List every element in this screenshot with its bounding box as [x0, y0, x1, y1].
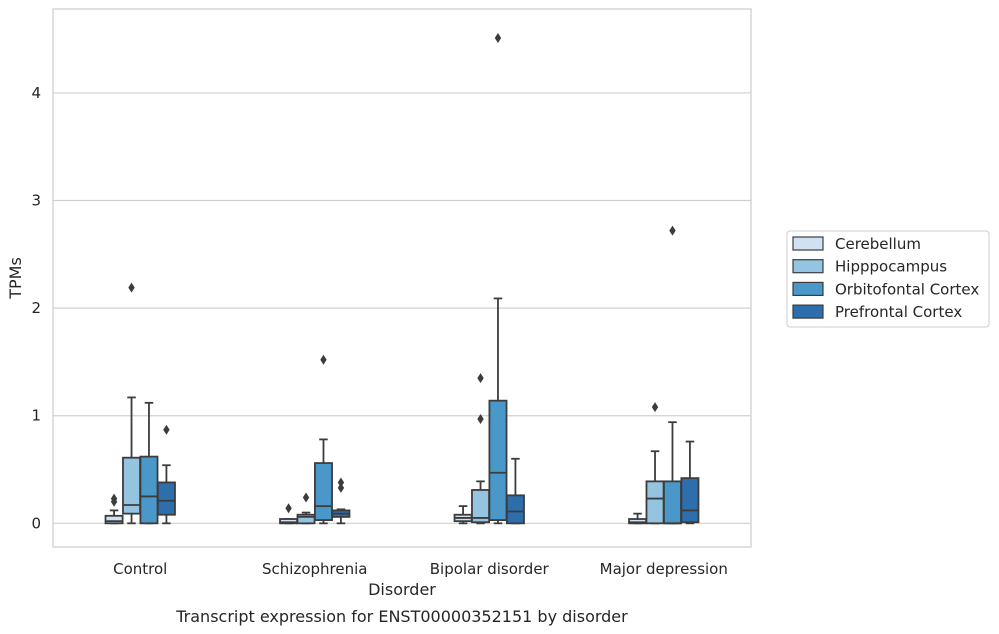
legend-label: Prefrontal Cortex	[835, 303, 962, 321]
legend-swatch	[792, 259, 824, 274]
box-1-1	[296, 492, 316, 525]
outlier-point	[494, 33, 502, 44]
outlier-point	[302, 492, 310, 503]
legend-frame	[786, 230, 990, 328]
box-3-1	[645, 402, 665, 525]
legend-swatch	[792, 281, 824, 296]
legend-swatch	[792, 304, 824, 319]
x-tick-label: Control	[113, 560, 167, 578]
legend-label: Hipppocampus	[835, 258, 947, 276]
box-1-2	[314, 354, 333, 525]
box-3-3	[680, 440, 700, 525]
legend-swatch	[792, 236, 824, 251]
box-3-0	[628, 512, 648, 525]
outlier-point	[477, 413, 484, 424]
outlier-point	[128, 282, 135, 293]
y-tick-label: 3	[31, 192, 41, 210]
box-2-2	[488, 33, 508, 525]
box-body	[505, 494, 525, 525]
box-groups	[104, 33, 700, 525]
box-body	[139, 455, 159, 525]
legend-label: Cerebellum	[835, 235, 921, 253]
box-0-2	[139, 401, 159, 525]
y-tick-label: 0	[31, 514, 41, 532]
box-body	[156, 481, 176, 516]
legend: Cerebellum Hipppocampus Orbitofontal Corte…	[786, 230, 990, 328]
x-tick-label: Bipolar disorder	[430, 560, 550, 578]
box-body	[645, 480, 665, 525]
y-tick-label: 4	[31, 84, 41, 102]
chart-title: Transcript expression for ENST0000035215…	[175, 607, 628, 626]
box-body	[663, 480, 682, 525]
box-2-1	[471, 373, 490, 525]
outlier-point	[110, 493, 118, 504]
x-axis-label: Disorder	[368, 580, 436, 599]
outlier-point	[163, 424, 170, 435]
box-body	[314, 462, 333, 521]
y-tick-labels: 0 1 2 3 4	[31, 84, 41, 532]
box-body	[488, 399, 508, 521]
box-0-0	[104, 493, 124, 525]
outlier-point	[285, 503, 292, 514]
x-tick-label: Major depression	[600, 560, 728, 578]
y-tick-label: 2	[31, 299, 41, 317]
outlier-point	[337, 482, 345, 493]
box-0-1	[122, 282, 141, 525]
x-tick-label: Schizophrenia	[262, 560, 367, 578]
outlier-point	[337, 477, 345, 488]
box-body	[680, 477, 700, 524]
box-1-0	[279, 503, 299, 525]
plot-frame	[52, 8, 752, 548]
box-1-3	[331, 477, 351, 525]
box-0-3	[156, 424, 176, 525]
outlier-point	[320, 354, 327, 365]
legend-label: Orbitofontal Cortex	[835, 280, 979, 298]
box-body	[104, 514, 124, 525]
box-2-3	[505, 457, 525, 525]
box-3-2	[663, 225, 682, 525]
y-axis-label: TPMs	[6, 257, 25, 300]
outlier-point	[669, 225, 676, 236]
box-2-0	[453, 505, 473, 525]
outlier-point	[651, 402, 659, 413]
x-tick-labels: Control Schizophrenia Bipolar disorder Majo…	[113, 560, 728, 578]
outlier-point	[477, 373, 484, 384]
y-tick-label: 1	[31, 407, 41, 425]
